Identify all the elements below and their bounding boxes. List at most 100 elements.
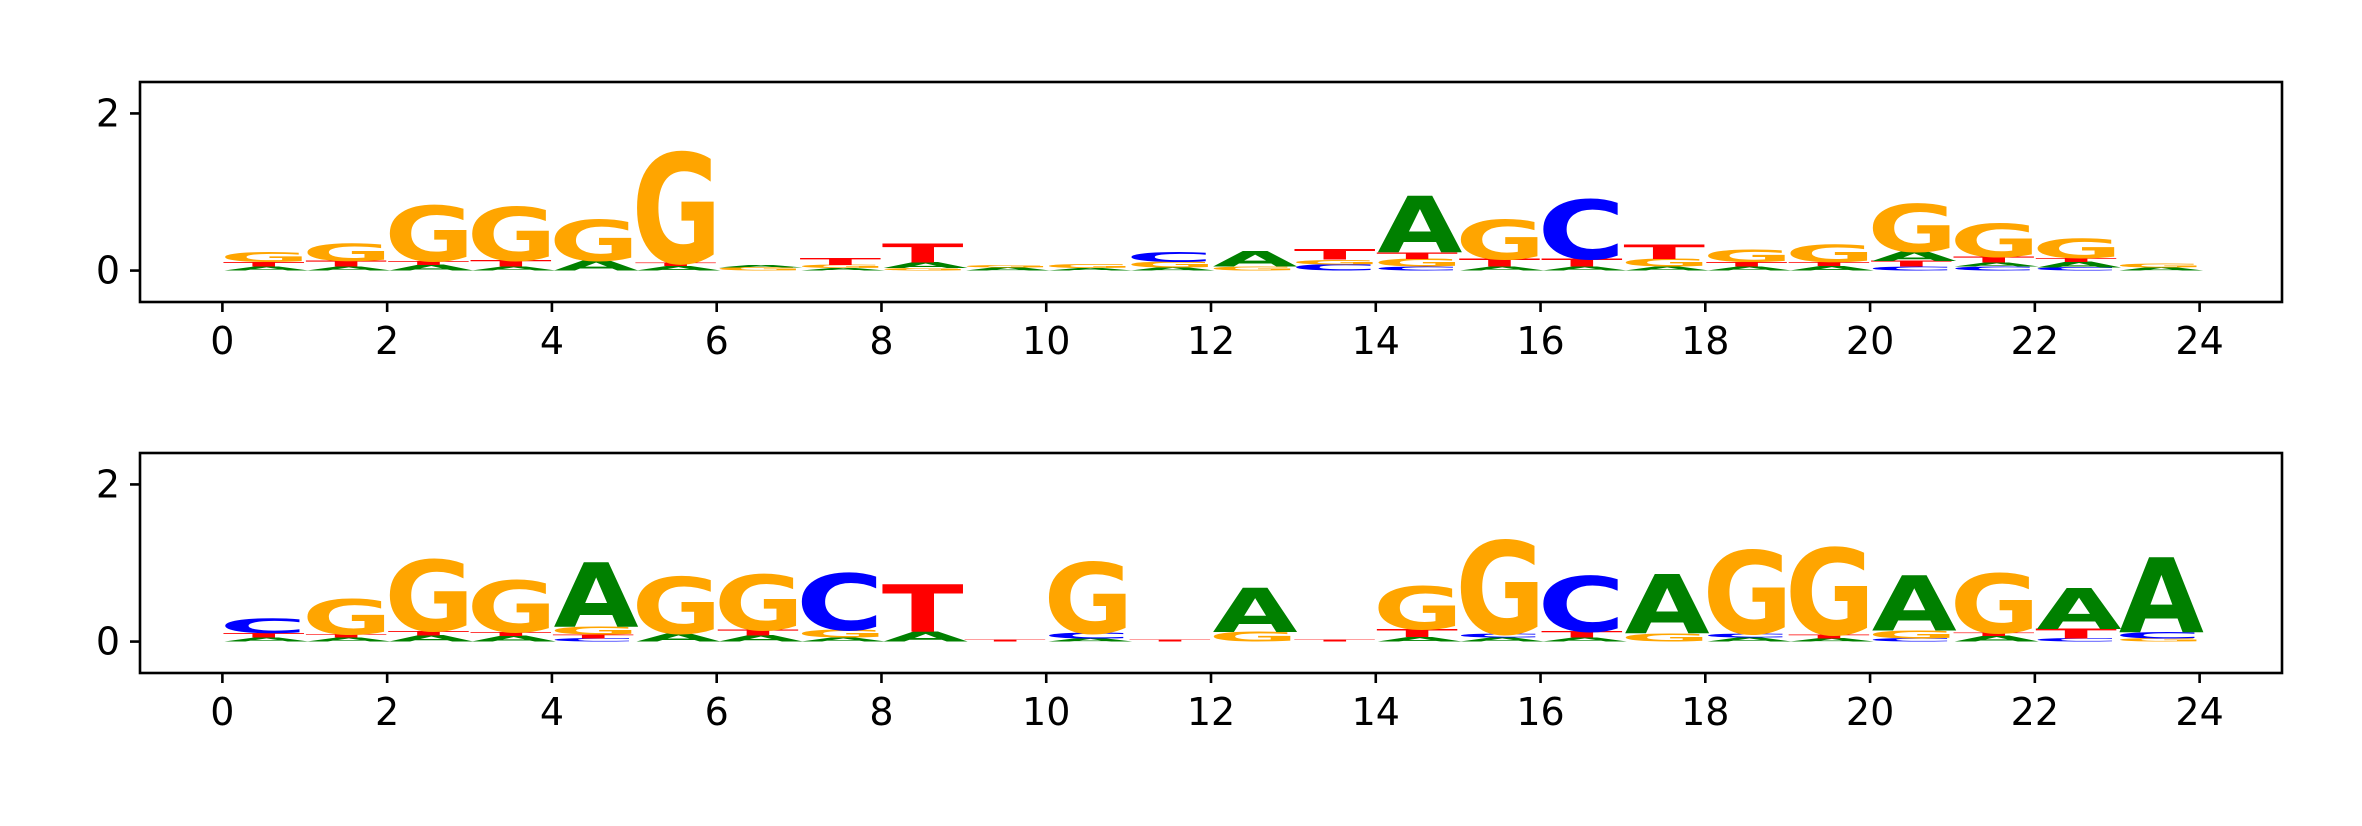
logo-letter-t: T — [305, 634, 387, 639]
logo-letter-a: A — [471, 266, 556, 272]
logo-letter-g: G — [632, 563, 722, 653]
logo-letter-a: A — [1954, 635, 2039, 644]
logo-letter-a: A — [2036, 261, 2121, 270]
logo-letter-g: G — [1455, 210, 1545, 272]
logo-letter-a: A — [306, 637, 391, 643]
logo-letter-a: A — [1542, 266, 1627, 272]
x-tick-label: 20 — [1846, 319, 1894, 363]
logo-letter-t: T — [1129, 640, 1211, 643]
logo-letter-a: A — [1872, 249, 1958, 264]
logo-letter-t: T — [388, 260, 470, 266]
logo-letter-g: G — [632, 124, 722, 299]
logo-letter-a: A — [1377, 182, 1462, 272]
logo-letter-g: G — [714, 267, 804, 272]
logo-panel-top: ATGATGATGATGAGATGGAAGTGATAGAGAGCGACGTCGT… — [96, 80, 2284, 363]
logo-letter-a: A — [2119, 538, 2204, 658]
logo-letter-g: G — [1950, 215, 2040, 268]
logo-letter-c: C — [2114, 631, 2202, 641]
logo-letter-c: C — [2032, 267, 2120, 272]
logo-letter-a: A — [2036, 577, 2122, 643]
logo-letter-g: G — [1455, 517, 1545, 665]
logo-letter-g: G — [549, 625, 639, 637]
logo-letter-g: G — [1867, 629, 1957, 641]
logo-letter-a: A — [1789, 638, 1874, 643]
logo-letter-g: G — [796, 264, 886, 269]
logo-letter-t: T — [1459, 257, 1541, 270]
logo-letter-g: G — [1785, 525, 1875, 663]
y-tick-label: 0 — [96, 620, 120, 664]
x-tick-label: 16 — [1516, 690, 1564, 734]
logo-letter-t: T — [1953, 256, 2035, 265]
x-tick-label: 12 — [1187, 319, 1235, 363]
logo-letter-t: T — [2035, 627, 2117, 642]
logo-letter-a: A — [1460, 266, 1545, 272]
logo-letter-a: A — [1377, 636, 1462, 643]
logo-letter-a: A — [1048, 268, 1133, 272]
logo-letter-g: G — [1291, 258, 1381, 265]
x-tick-label: 10 — [1022, 319, 1070, 363]
logo-letter-g: G — [467, 193, 557, 279]
x-tick-label: 24 — [2175, 319, 2223, 363]
logo-letter-g: G — [1043, 544, 1133, 656]
logo-letter-c: C — [1125, 250, 1213, 265]
logo-letter-a: A — [883, 261, 968, 270]
logo-letter-a: A — [389, 634, 474, 644]
logo-letter-a: A — [554, 258, 640, 274]
logo-letter-a: A — [1213, 576, 1299, 646]
y-tick-label: 2 — [96, 462, 120, 506]
logo-letter-t: T — [635, 262, 717, 267]
logo-letter-a: A — [883, 630, 969, 645]
logo-letter-a: A — [1213, 247, 1298, 272]
logo-letter-a: A — [801, 637, 886, 643]
logo-letter-g: G — [796, 628, 886, 640]
logo-letter-c: C — [1537, 184, 1625, 278]
x-axis: 0 2 4 6 8 10 12 14 16 18 20 22 24 — [210, 302, 2224, 363]
x-tick-label: 0 — [210, 690, 234, 734]
logo-letter-g: G — [1785, 240, 1875, 268]
logo-letter-g: G — [714, 561, 804, 648]
logo-letter-a: A — [1048, 638, 1133, 643]
logo-letter-t: T — [1706, 261, 1788, 269]
x-tick-label: 18 — [1681, 690, 1729, 734]
logo-letter-c: C — [1455, 633, 1543, 639]
logo-letter-c: C — [2032, 638, 2120, 643]
logo-letter-g: G — [2114, 263, 2204, 269]
logo-letter-t: T — [1788, 261, 1870, 267]
logo-letter-a: A — [1130, 267, 1215, 272]
logo-letter-t: T — [388, 629, 470, 637]
logo-letter-t: T — [964, 640, 1046, 643]
logo-letter-a: A — [389, 264, 474, 273]
logo-letter-t: T — [1294, 247, 1376, 263]
y-tick-label: 2 — [96, 91, 120, 135]
logo-letter-a: A — [965, 267, 1050, 272]
logo-letter-g: G — [1208, 630, 1298, 645]
logo-letter-t: T — [1294, 640, 1376, 643]
logo-letter-a: A — [1707, 266, 1792, 272]
x-tick-label: 4 — [540, 690, 564, 734]
logo-letter-c: C — [1043, 632, 1131, 641]
logo-letter-c: C — [1867, 638, 1955, 643]
logo-letter-a: A — [1625, 266, 1710, 272]
y-axis: 02 — [96, 462, 140, 664]
x-tick-label: 24 — [2175, 690, 2223, 734]
logo-letter-t: T — [223, 632, 305, 640]
logo-letter-c: C — [1290, 263, 1378, 273]
logo-letter-c: C — [796, 558, 884, 649]
logo-letter-a: A — [1542, 637, 1627, 643]
logo-letter-t: T — [1788, 633, 1870, 639]
logo-letter-g: G — [961, 264, 1051, 268]
logo-letter-t: T — [717, 628, 799, 637]
x-tick-label: 2 — [375, 319, 399, 363]
x-tick-label: 10 — [1022, 690, 1070, 734]
logo-letter-t: T — [470, 259, 552, 269]
x-tick-label: 22 — [2011, 319, 2059, 363]
logo-letter-c: C — [549, 638, 637, 643]
x-tick-label: 4 — [540, 319, 564, 363]
x-tick-label: 6 — [705, 319, 729, 363]
logo-letter-a: A — [471, 635, 556, 644]
y-tick-label: 0 — [96, 249, 120, 293]
x-tick-label: 20 — [1846, 690, 1894, 734]
logo-letter-c: C — [1867, 266, 1955, 272]
